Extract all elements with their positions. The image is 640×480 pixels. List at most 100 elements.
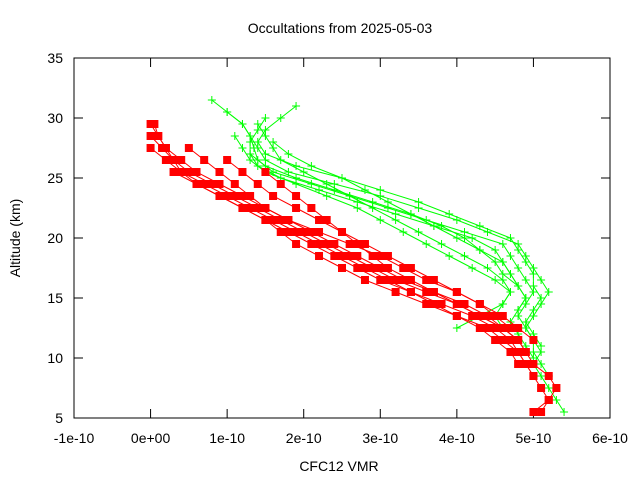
data-point	[322, 192, 331, 200]
data-point	[276, 180, 285, 188]
data-point	[353, 240, 362, 248]
data-point	[468, 312, 477, 320]
data-point	[215, 192, 224, 200]
data-point	[276, 156, 285, 164]
data-point	[422, 276, 431, 284]
data-point	[269, 138, 278, 146]
data-point	[475, 324, 484, 332]
data-point	[414, 198, 423, 206]
data-point	[223, 108, 232, 116]
green-profile-7	[269, 138, 523, 290]
series-line	[257, 123, 512, 329]
data-point	[360, 276, 369, 284]
data-point	[529, 306, 538, 314]
data-point	[284, 228, 293, 236]
data-point	[307, 162, 316, 170]
data-point	[261, 168, 270, 176]
data-point	[200, 156, 209, 164]
data-point	[529, 408, 538, 416]
data-point	[529, 360, 538, 368]
data-point	[391, 216, 400, 224]
data-point	[506, 288, 515, 296]
data-point	[437, 222, 446, 230]
data-point	[223, 156, 232, 164]
data-point	[422, 240, 431, 248]
data-point	[322, 240, 331, 248]
data-point	[537, 276, 546, 284]
data-point	[537, 294, 546, 302]
data-point	[506, 270, 515, 278]
data-point	[544, 396, 553, 404]
data-point	[552, 396, 561, 404]
data-point	[276, 228, 285, 236]
red-profile-15	[261, 168, 523, 344]
data-point	[307, 204, 316, 212]
data-point	[498, 270, 507, 278]
data-point	[276, 216, 285, 224]
data-point	[399, 228, 408, 236]
data-point	[506, 336, 515, 344]
data-point	[238, 168, 247, 176]
data-point	[230, 180, 239, 188]
data-point	[514, 246, 523, 254]
red-profile-14	[169, 168, 538, 380]
data-point	[483, 312, 492, 320]
data-point	[292, 192, 301, 200]
data-point	[521, 258, 530, 266]
data-point	[322, 216, 331, 224]
data-point	[406, 288, 415, 296]
data-point	[521, 294, 530, 302]
data-point	[529, 282, 538, 290]
data-point	[537, 384, 546, 392]
data-point	[560, 408, 569, 416]
chart-title: Occultations from 2025-05-03	[248, 20, 433, 36]
red-profile-8	[146, 120, 553, 416]
data-point	[360, 264, 369, 272]
data-point	[276, 114, 285, 122]
data-point	[452, 312, 461, 320]
y-tick-label: 15	[47, 290, 63, 306]
data-point	[376, 186, 385, 194]
data-point	[292, 240, 301, 248]
green-profile-3	[253, 102, 546, 350]
data-point	[475, 300, 484, 308]
data-point	[406, 264, 415, 272]
data-point	[537, 408, 546, 416]
data-point	[514, 336, 523, 344]
data-point	[391, 288, 400, 296]
data-point	[307, 228, 316, 236]
data-point	[253, 180, 262, 188]
data-point	[284, 150, 293, 158]
data-point	[223, 192, 232, 200]
data-point	[345, 252, 354, 260]
data-point	[246, 150, 255, 158]
data-point	[506, 348, 515, 356]
data-point	[238, 120, 247, 128]
y-tick-label: 30	[47, 110, 63, 126]
data-point	[261, 204, 270, 212]
data-point	[284, 216, 293, 224]
data-point	[330, 252, 339, 260]
data-point	[437, 300, 446, 308]
data-point	[514, 324, 523, 332]
green-profile-5	[253, 120, 515, 332]
data-point	[521, 276, 530, 284]
data-point	[353, 252, 362, 260]
data-point	[414, 228, 423, 236]
y-tick-label: 10	[47, 350, 63, 366]
data-point	[207, 180, 216, 188]
x-tick-label: -1e-10	[54, 430, 95, 446]
data-point	[249, 144, 258, 152]
data-point	[521, 348, 530, 356]
data-point	[498, 258, 507, 266]
data-point	[514, 264, 523, 272]
axis-ticks: -1e-10 0e+00 1e-10 2e-10 3e-10 4e-10 5e-10 6e-1…	[47, 50, 628, 446]
data-point	[292, 102, 301, 110]
data-point	[158, 144, 167, 152]
x-axis-label: CFC12 VMR	[299, 458, 378, 474]
data-point	[368, 198, 377, 206]
data-point	[514, 348, 523, 356]
data-point	[315, 240, 324, 248]
data-point	[483, 264, 492, 272]
data-point	[146, 144, 155, 152]
